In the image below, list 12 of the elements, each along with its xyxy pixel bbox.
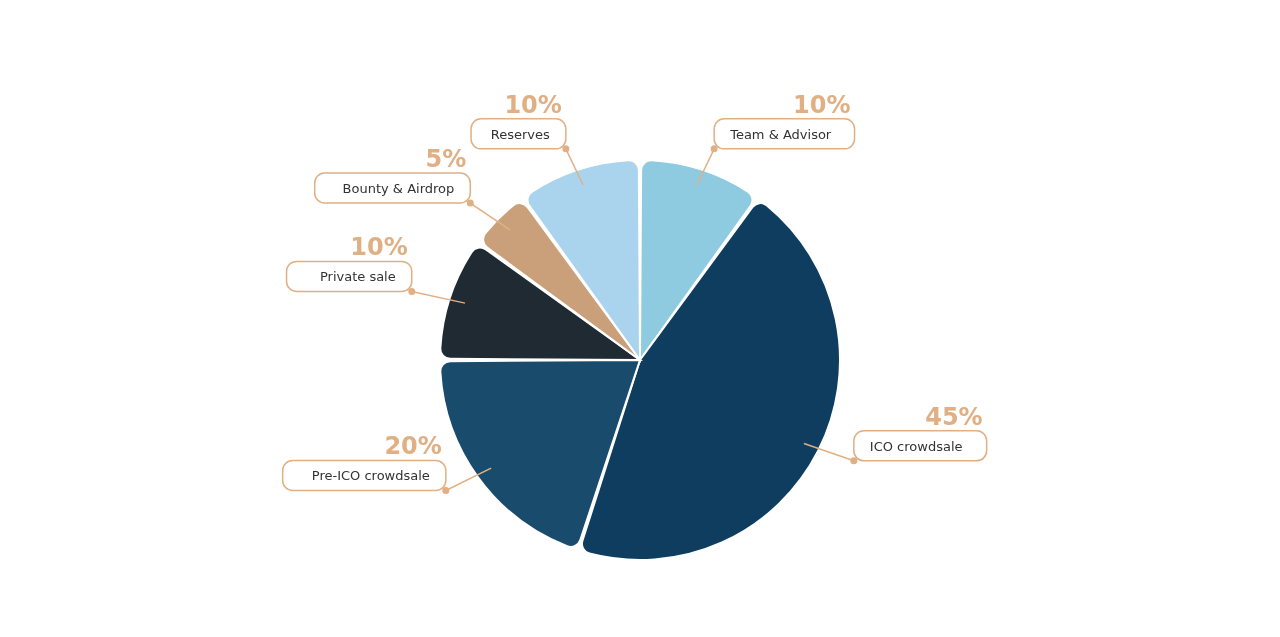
slice-label: Team & Advisor [729,126,832,142]
slice-label: Bounty & Airdrop [342,181,455,197]
data-label: 10% [350,233,408,262]
data-label: 10% [793,90,851,119]
data-label: 5% [425,145,467,174]
data-label: 20% [384,432,442,461]
slice-label: Private sale [319,269,396,285]
slice-label: Pre-ICO crowdsale [311,468,430,484]
slice-label: ICO crowdsale [869,438,963,454]
data-label: 45% [925,402,983,431]
slice-label: Reserves [490,126,551,142]
data-label: 10% [504,90,562,119]
